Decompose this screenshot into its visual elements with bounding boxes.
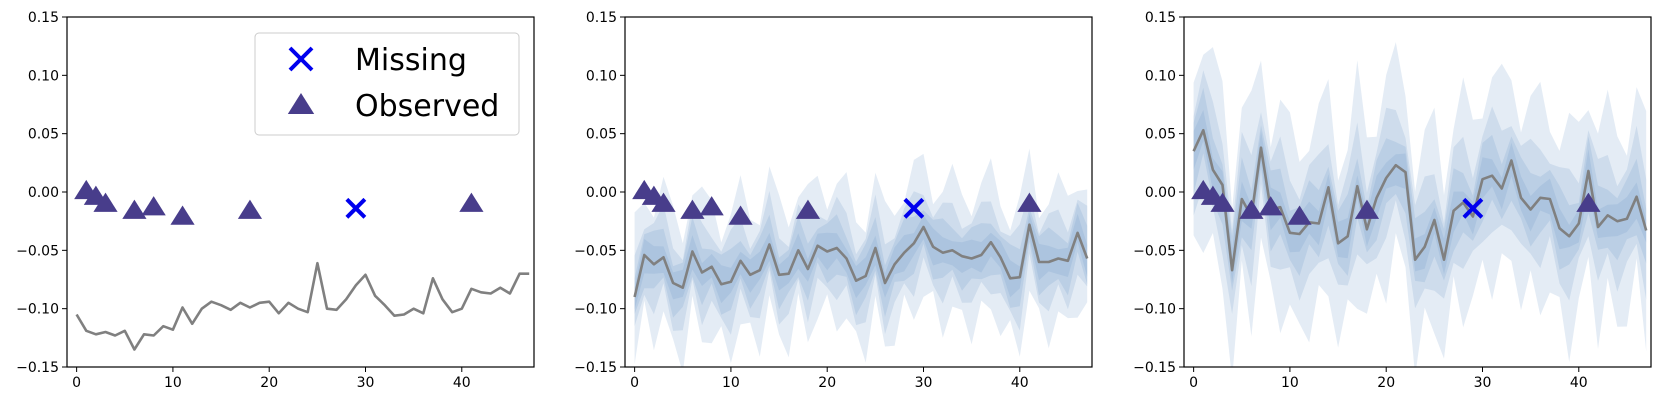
- y-tick-label: 0.00: [586, 185, 617, 201]
- x-tick-label: 0: [1189, 375, 1198, 391]
- y-tick-label: −0.15: [574, 360, 617, 376]
- x-tick-label: 0: [72, 375, 81, 391]
- chart-panel-3: 0 10 20 30 40 −0.15 −0.10 −0.05 0.00 0.05 0.10 0.15: [1133, 10, 1652, 391]
- x-tick-label: 10: [1281, 375, 1299, 391]
- uncertainty-band-2: [1193, 70, 1647, 314]
- observed-point-4: [1239, 199, 1264, 219]
- y-tick-label: 0.15: [28, 10, 59, 26]
- series-line: [633, 223, 1089, 298]
- x-tick-label: 30: [915, 375, 933, 391]
- uncertainty-band-1: [634, 148, 1088, 367]
- x-tick-label: 10: [164, 375, 182, 391]
- y-tick-label: 0.15: [1145, 10, 1176, 26]
- x-tick-label: 40: [453, 375, 471, 391]
- plot-area: [74, 179, 530, 351]
- observed-point-5: [699, 196, 724, 216]
- uncertainty-band-2: [634, 191, 1088, 335]
- x-tick-label: 10: [722, 375, 740, 391]
- legend-label: Observed: [355, 89, 499, 124]
- y-tick-label: 0.05: [28, 127, 59, 143]
- y-tick-label: 0.00: [1145, 185, 1176, 201]
- series-line: [75, 261, 530, 351]
- missing-point-1: [345, 197, 367, 219]
- missing-point-1: [1462, 197, 1484, 219]
- observed-point-6: [170, 205, 195, 225]
- y-tick-label: −0.10: [1133, 302, 1176, 318]
- uncertainty-band-3: [634, 202, 1088, 318]
- y-tick-label: 0.05: [1145, 127, 1176, 143]
- observed-point-3: [651, 192, 676, 212]
- observed-point-7: [795, 199, 821, 219]
- missing-point-1: [903, 197, 925, 219]
- observed-point-4: [122, 199, 147, 219]
- legend: Missing Observed: [254, 32, 520, 136]
- x-tick-label: 20: [818, 375, 836, 391]
- y-tick-label: 0.10: [586, 68, 617, 84]
- observed-point-3: [93, 192, 118, 212]
- uncertainty-band-3: [1193, 87, 1647, 291]
- y-tick-label: −0.05: [16, 243, 59, 259]
- y-tick-label: 0.15: [586, 10, 617, 26]
- x-tick-label: 30: [1474, 375, 1492, 391]
- chart-panel-1: 0 10 20 30 40 −0.15 −0.10 −0.05 0.00 0.05 0.10 0.15…: [16, 10, 535, 391]
- plot-area: [1191, 42, 1648, 367]
- x-tick-label: 20: [260, 375, 278, 391]
- observed-point-7: [237, 199, 263, 219]
- observed-point-3: [1210, 192, 1235, 212]
- legend-observed-marker: [287, 93, 315, 114]
- y-tick-label: −0.05: [1133, 243, 1176, 259]
- y-tick-label: 0.05: [586, 127, 617, 143]
- uncertainty-band-1: [1193, 42, 1647, 367]
- x-tick-label: 40: [1570, 375, 1588, 391]
- observed-point-6: [1287, 205, 1312, 225]
- legend-box: [254, 32, 520, 136]
- x-tick-label: 30: [357, 375, 375, 391]
- observed-point-6: [728, 205, 753, 225]
- observed-point-8: [1576, 192, 1601, 212]
- y-tick-label: −0.15: [1133, 360, 1176, 376]
- x-tick-label: 0: [630, 375, 639, 391]
- chart-panel-2: 0 10 20 30 40 −0.15 −0.10 −0.05 0.00 0.05 0.10 0.15: [574, 10, 1093, 391]
- uncertainty-band-4: [634, 213, 1088, 310]
- y-tick-label: −0.05: [574, 243, 617, 259]
- observed-point-8: [1017, 192, 1042, 212]
- y-tick-label: 0.10: [1145, 68, 1176, 84]
- y-tick-label: 0.00: [28, 185, 59, 201]
- y-tick-label: −0.10: [16, 302, 59, 318]
- legend-label: Missing: [355, 43, 467, 78]
- observed-point-8: [459, 192, 484, 212]
- y-tick-label: −0.10: [574, 302, 617, 318]
- y-tick-label: 0.10: [28, 68, 59, 84]
- x-tick-label: 40: [1011, 375, 1029, 391]
- y-tick-label: −0.15: [16, 360, 59, 376]
- legend-missing-marker: [288, 46, 314, 72]
- observed-point-5: [141, 196, 166, 216]
- observed-point-4: [680, 199, 705, 219]
- uncertainty-band-4: [1193, 110, 1647, 283]
- x-tick-label: 20: [1377, 375, 1395, 391]
- plot-area: [632, 148, 1089, 367]
- observed-point-5: [1258, 196, 1283, 216]
- observed-point-7: [1354, 199, 1380, 219]
